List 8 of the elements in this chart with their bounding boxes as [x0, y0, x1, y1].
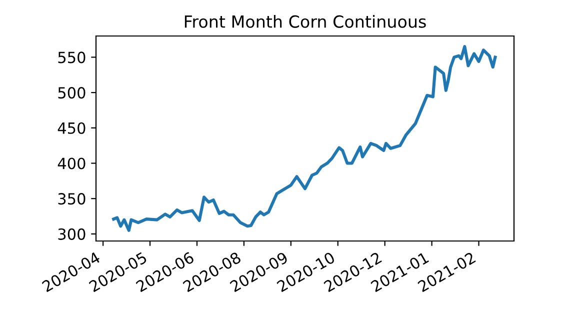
- y-tick-label: 450: [58, 122, 86, 134]
- y-tick-label: 300: [58, 228, 86, 240]
- y-tick-label: 550: [58, 52, 86, 64]
- y-tick-label: 500: [58, 87, 86, 99]
- line-series: [112, 45, 497, 232]
- y-tick-label: 350: [58, 193, 86, 205]
- y-tick-label: 400: [58, 158, 86, 170]
- chart-title: Front Month Corn Continuous: [184, 15, 426, 28]
